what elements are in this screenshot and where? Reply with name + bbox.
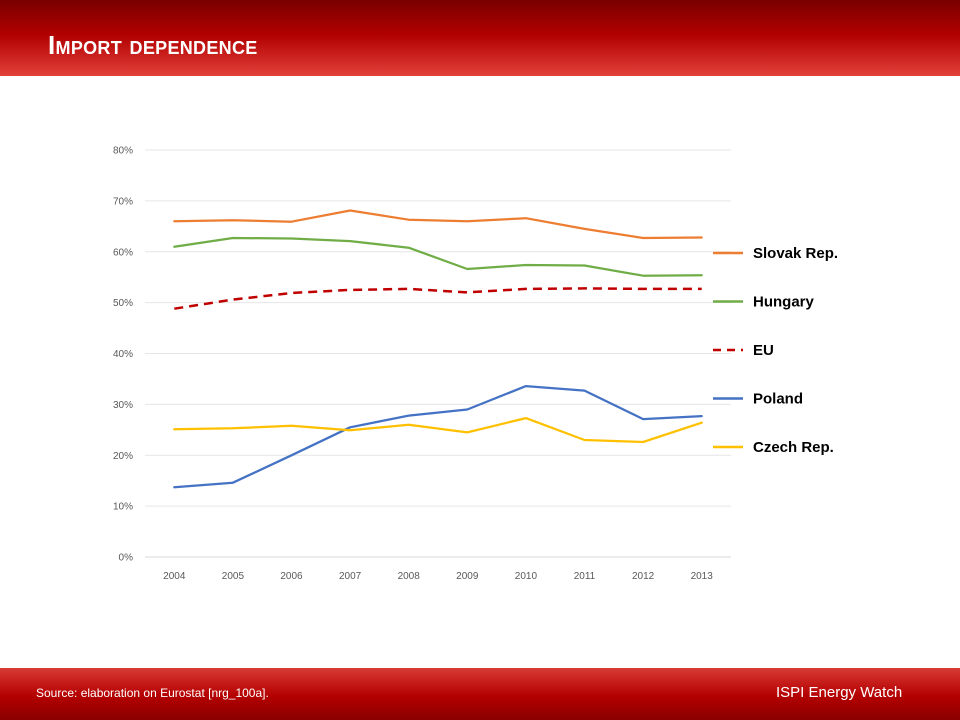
slide-title: Import dependence	[48, 30, 258, 60]
legend-label: Slovak Rep.	[753, 245, 838, 262]
x-tick-label: 2012	[632, 571, 655, 582]
series-line	[173, 236, 703, 277]
series-line	[173, 209, 703, 240]
x-tick-label: 2008	[398, 571, 421, 582]
x-tick-label: 2007	[339, 571, 362, 582]
x-tick-label: 2004	[163, 571, 186, 582]
chart-legend: Slovak Rep. Hungary EU Poland Czech Rep.	[713, 245, 838, 456]
y-tick-label: 0%	[119, 553, 134, 564]
series-line	[174, 287, 702, 310]
chart-gridlines	[145, 149, 731, 558]
x-tick-label: 2009	[456, 571, 479, 582]
y-tick-label: 10%	[113, 502, 133, 513]
x-tick-label: 2006	[280, 571, 303, 582]
series-line	[173, 416, 703, 444]
y-tick-label: 70%	[113, 196, 133, 207]
x-tick-label: 2011	[574, 571, 596, 582]
y-tick-label: 30%	[113, 400, 133, 411]
y-axis-ticks: 0% 10% 20% 30% 40% 50% 60% 70% 80%	[113, 146, 133, 564]
x-tick-label: 2010	[515, 571, 538, 582]
y-tick-label: 80%	[113, 146, 133, 157]
title-bar	[0, 0, 960, 76]
y-tick-label: 50%	[113, 298, 133, 309]
source-note: Source: elaboration on Eurostat [nrg_100…	[36, 686, 269, 700]
footer-bar	[0, 668, 960, 720]
y-tick-label: 60%	[113, 247, 133, 258]
legend-label: Poland	[753, 391, 803, 408]
y-tick-label: 40%	[113, 349, 133, 360]
y-tick-label: 20%	[113, 451, 133, 462]
brand-label: ISPI Energy Watch	[776, 684, 903, 701]
legend-label: Czech Rep.	[753, 439, 834, 456]
legend-label: EU	[753, 342, 774, 359]
series-line	[173, 384, 703, 489]
chart-series	[173, 209, 703, 489]
x-tick-label: 2005	[222, 571, 245, 582]
x-tick-label: 2013	[691, 571, 714, 582]
legend-label: Hungary	[753, 294, 815, 311]
x-axis-ticks: 2004 2005 2006 2007 2008 2009 2010 2011 2012 2013	[163, 571, 713, 582]
